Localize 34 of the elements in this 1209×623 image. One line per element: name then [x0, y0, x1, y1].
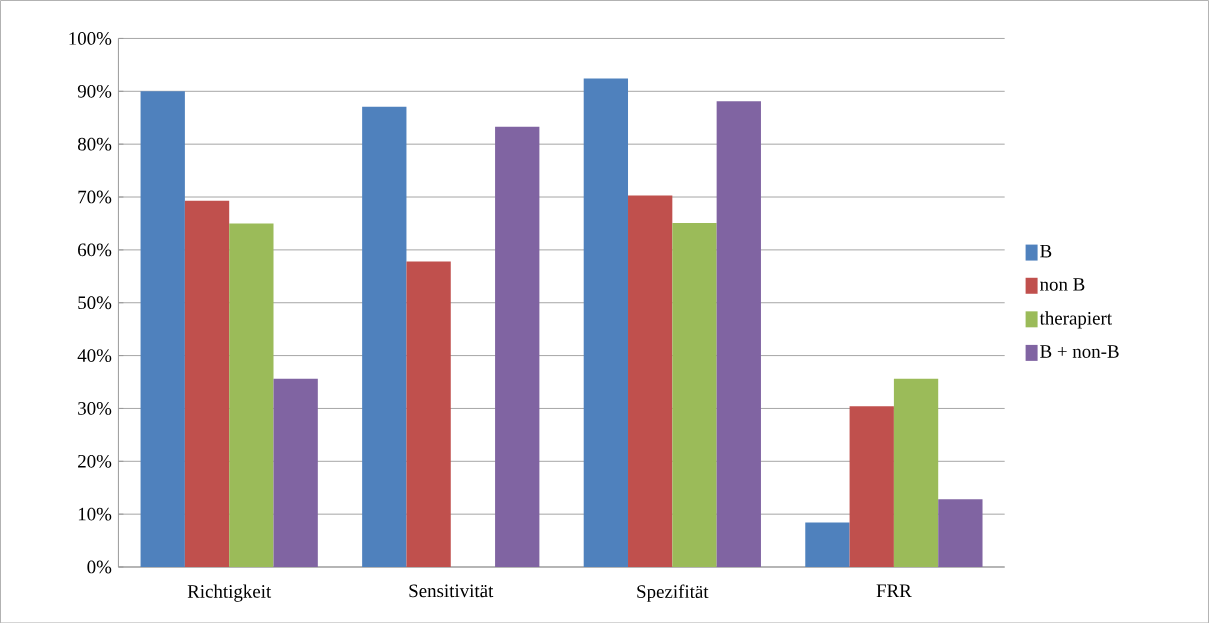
- y-tick-label: 20%: [78, 454, 112, 468]
- bar: [184, 200, 230, 567]
- y-tick-label: 100%: [69, 31, 112, 45]
- x-tick-label: Sensitivität: [409, 584, 494, 597]
- y-tick-label: 70%: [78, 190, 112, 204]
- bar: [893, 378, 939, 567]
- y-tick-label: 10%: [78, 507, 112, 521]
- legend-label: B: [1040, 244, 1052, 258]
- y-tick-label: 40%: [77, 348, 112, 362]
- x-tick-label: Richtigkeit: [187, 584, 272, 602]
- bar: [495, 126, 540, 567]
- bar: [273, 378, 318, 567]
- y-tick-label: 90%: [77, 84, 112, 98]
- bar: [716, 101, 761, 567]
- bar: [805, 522, 850, 567]
- bar: [229, 223, 274, 567]
- bar: [406, 261, 451, 567]
- x-tick-label: Spezifität: [637, 584, 709, 602]
- legend-label: B + non-B: [1040, 345, 1119, 358]
- bar: [628, 195, 673, 567]
- bar: [362, 106, 407, 567]
- y-tick-label: 0%: [87, 560, 112, 574]
- bar: [938, 499, 983, 567]
- y-tick-label: 50%: [78, 296, 112, 309]
- y-tick-label: 30%: [78, 401, 112, 415]
- bar: [672, 222, 717, 567]
- y-tick-label: 80%: [77, 137, 112, 151]
- y-tick-label: 60%: [78, 243, 112, 257]
- bar: [583, 78, 629, 567]
- x-tick-label: FRR: [876, 584, 912, 597]
- legend-label: non B: [1040, 277, 1085, 291]
- bar: [140, 91, 185, 567]
- bar: [849, 406, 894, 567]
- legend-label: therapiert: [1039, 311, 1112, 329]
